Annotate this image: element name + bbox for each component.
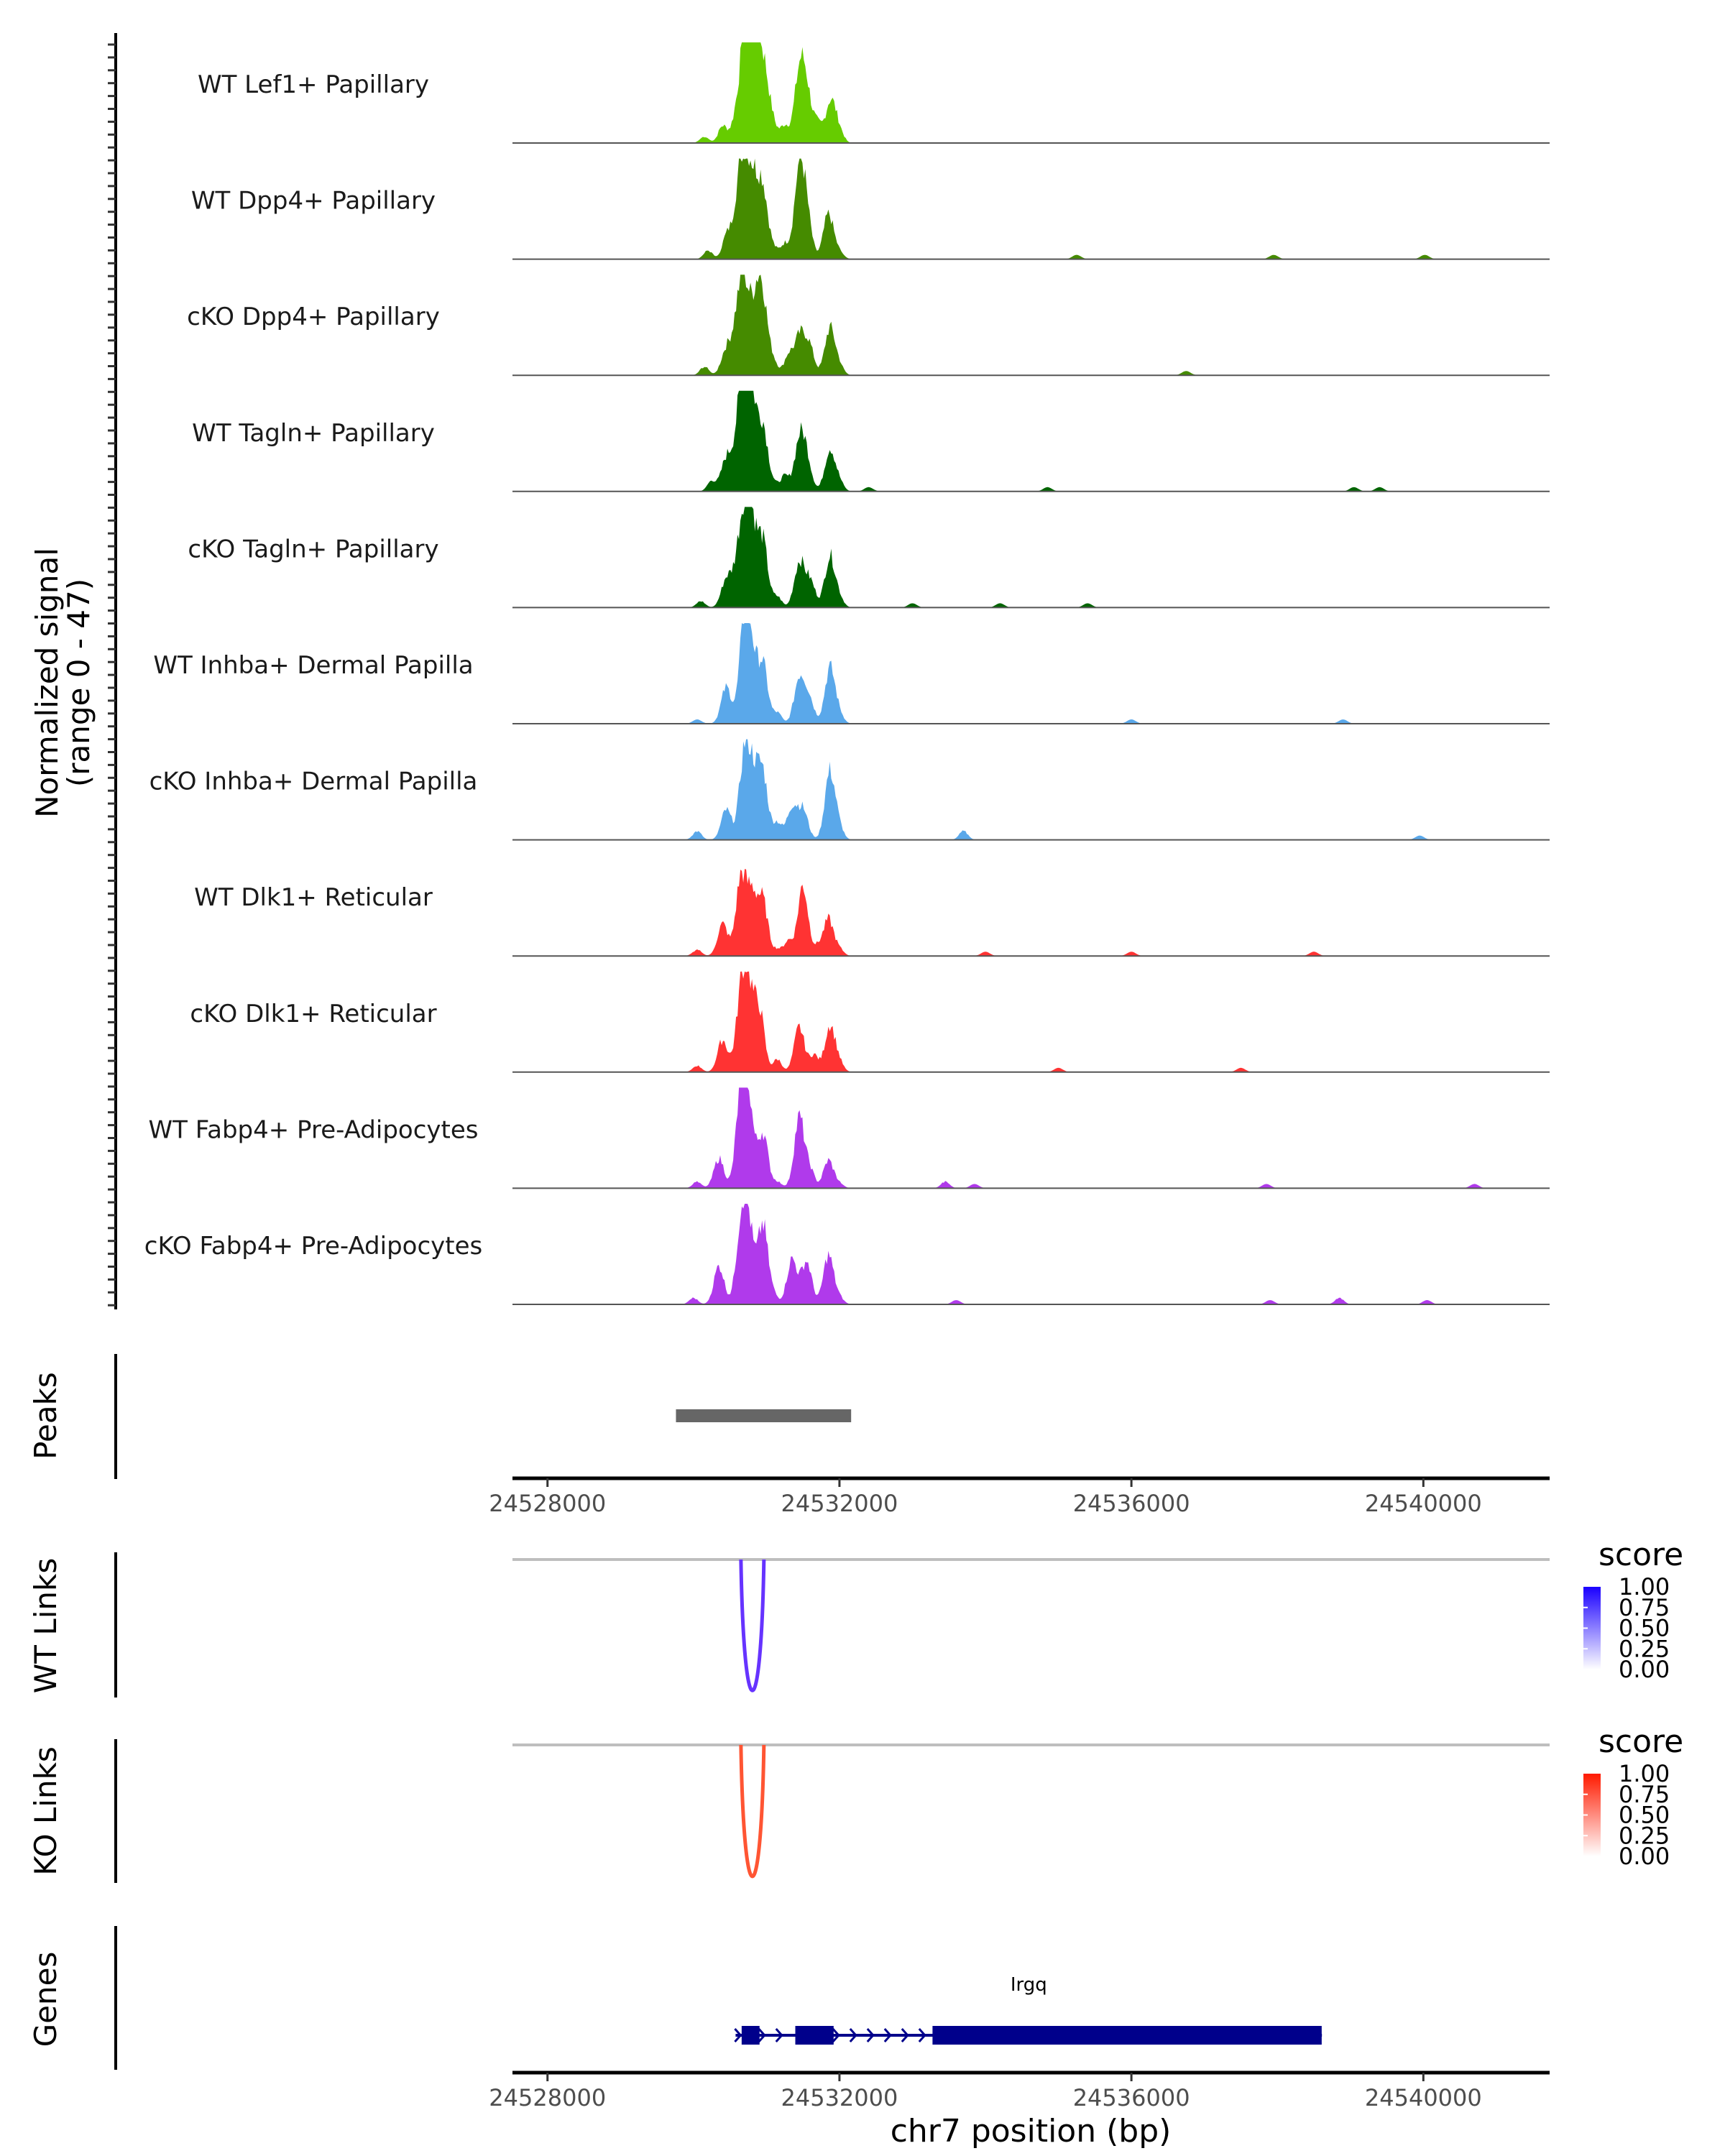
track-label: WT Lef1+ Papillary	[198, 70, 429, 99]
strand-arrow-icon	[758, 2028, 766, 2042]
coverage-track: cKO Dpp4+ Papillary	[187, 275, 1550, 377]
coverage-track: WT Fabp4+ Pre-Adipocytes	[149, 1087, 1550, 1189]
peaks-panel-label: Peaks	[28, 1372, 63, 1460]
legend-tick-label: 1.00	[1619, 1573, 1670, 1600]
link-arc	[739, 1744, 766, 1879]
track-label: WT Inhba+ Dermal Papilla	[153, 651, 473, 680]
x-tick-label: 24532000	[781, 1490, 898, 1517]
coverage-track: cKO Tagln+ Papillary	[188, 507, 1550, 609]
track-label: cKO Dlk1+ Reticular	[190, 1000, 436, 1028]
legend-tick-label: 0.00	[1619, 1843, 1670, 1870]
x-tick-label: 24528000	[489, 2084, 606, 2111]
x-tick-label: 24536000	[1073, 1490, 1190, 1517]
wt-links-track	[512, 1558, 1550, 1692]
strand-arrow-icon	[918, 2028, 926, 2042]
y-axis-title-line1: Normalized signal	[29, 548, 65, 818]
legend-title: score	[1598, 1537, 1683, 1573]
x-tick-label: 24540000	[1365, 2084, 1482, 2111]
legend-tick-label: 1.00	[1619, 1760, 1670, 1787]
wt-links-panel-label: WT Links	[28, 1558, 63, 1693]
track-label: cKO Dpp4+ Papillary	[187, 303, 440, 331]
y-axis-ticks	[108, 43, 116, 1307]
gene-exon	[932, 2026, 1322, 2045]
coverage-area	[512, 971, 1550, 1072]
strand-arrow-icon	[775, 2028, 783, 2042]
x-axis-title: chr7 position (bp)	[891, 2113, 1172, 2150]
peak-region	[676, 1409, 852, 1422]
strand-arrow-icon	[734, 2028, 742, 2042]
coverage-area	[512, 623, 1550, 724]
coverage-track: WT Dpp4+ Papillary	[191, 158, 1550, 260]
y-axis-title: Normalized signal (range 0 - 47)	[29, 548, 96, 818]
strand-arrow-icon	[832, 2028, 840, 2042]
strand-arrow-icon	[901, 2028, 909, 2042]
coverage-track: WT Lef1+ Papillary	[198, 42, 1550, 144]
coverage-area	[512, 275, 1550, 376]
coverage-area	[512, 158, 1550, 259]
track-label: WT Dpp4+ Papillary	[191, 187, 436, 216]
coverage-area	[512, 869, 1550, 957]
track-label: cKO Inhba+ Dermal Papilla	[150, 768, 478, 796]
legend-tick-label: 0.50	[1619, 1802, 1670, 1829]
strand-arrow-icon	[883, 2028, 892, 2042]
x-axis-bottom: 24528000 24532000 24536000 24540000	[489, 2070, 1550, 2111]
coverage-track: WT Tagln+ Papillary	[192, 390, 1550, 492]
coverage-tracks: WT Lef1+ Papillary WT Dpp4+ Papillary cKO …	[144, 42, 1550, 1305]
link-arc	[739, 1559, 766, 1692]
legend-tick-label: 0.00	[1619, 1656, 1670, 1683]
legend-tick-label: 0.25	[1619, 1635, 1670, 1662]
ko-links-panel-label: KO Links	[28, 1746, 63, 1876]
legend-tick-label: 0.50	[1619, 1615, 1670, 1642]
legend-tick-label: 0.25	[1619, 1822, 1670, 1849]
x-axis-top: 24528000 24532000 24536000 24540000	[489, 1476, 1550, 1517]
genes-track: Irgq	[734, 1974, 1322, 2045]
coverage-track: WT Inhba+ Dermal Papilla	[153, 623, 1550, 724]
coverage-area	[512, 507, 1550, 608]
gene-exon	[795, 2026, 834, 2045]
strand-arrow-icon	[866, 2028, 875, 2042]
legend-tick-label: 0.75	[1619, 1781, 1670, 1808]
legend-tick-label: 0.75	[1619, 1594, 1670, 1621]
coverage-track: cKO Fabp4+ Pre-Adipocytes	[144, 1204, 1550, 1305]
track-label: WT Tagln+ Papillary	[192, 419, 435, 448]
coverage-area	[512, 1087, 1550, 1189]
track-label: WT Dlk1+ Reticular	[194, 883, 433, 912]
ko-links-track	[512, 1743, 1550, 1879]
track-label: WT Fabp4+ Pre-Adipocytes	[149, 1115, 479, 1144]
gene-name: Irgq	[1011, 1974, 1047, 1996]
genes-panel-label: Genes	[28, 1952, 63, 2047]
y-axis-title-line2: (range 0 - 47)	[61, 579, 96, 787]
coverage-area	[512, 390, 1550, 492]
x-tick-label: 24540000	[1365, 1490, 1482, 1517]
coverage-track: WT Dlk1+ Reticular	[194, 869, 1550, 957]
coverage-area	[512, 1204, 1550, 1304]
track-label: cKO Tagln+ Papillary	[188, 535, 438, 563]
coverage-area	[512, 739, 1550, 840]
peaks-track	[676, 1409, 852, 1422]
coverage-track: cKO Dlk1+ Reticular	[190, 971, 1550, 1073]
gene-exon	[741, 2026, 760, 2045]
x-tick-label: 24536000	[1073, 2084, 1190, 2111]
coverage-area	[512, 42, 1550, 143]
x-tick-label: 24532000	[781, 2084, 898, 2111]
strand-arrow-icon	[849, 2028, 857, 2042]
x-tick-label: 24528000	[489, 1490, 606, 1517]
track-label: cKO Fabp4+ Pre-Adipocytes	[144, 1232, 483, 1261]
legend-title: score	[1598, 1723, 1683, 1760]
coverage-track: cKO Inhba+ Dermal Papilla	[150, 739, 1550, 841]
